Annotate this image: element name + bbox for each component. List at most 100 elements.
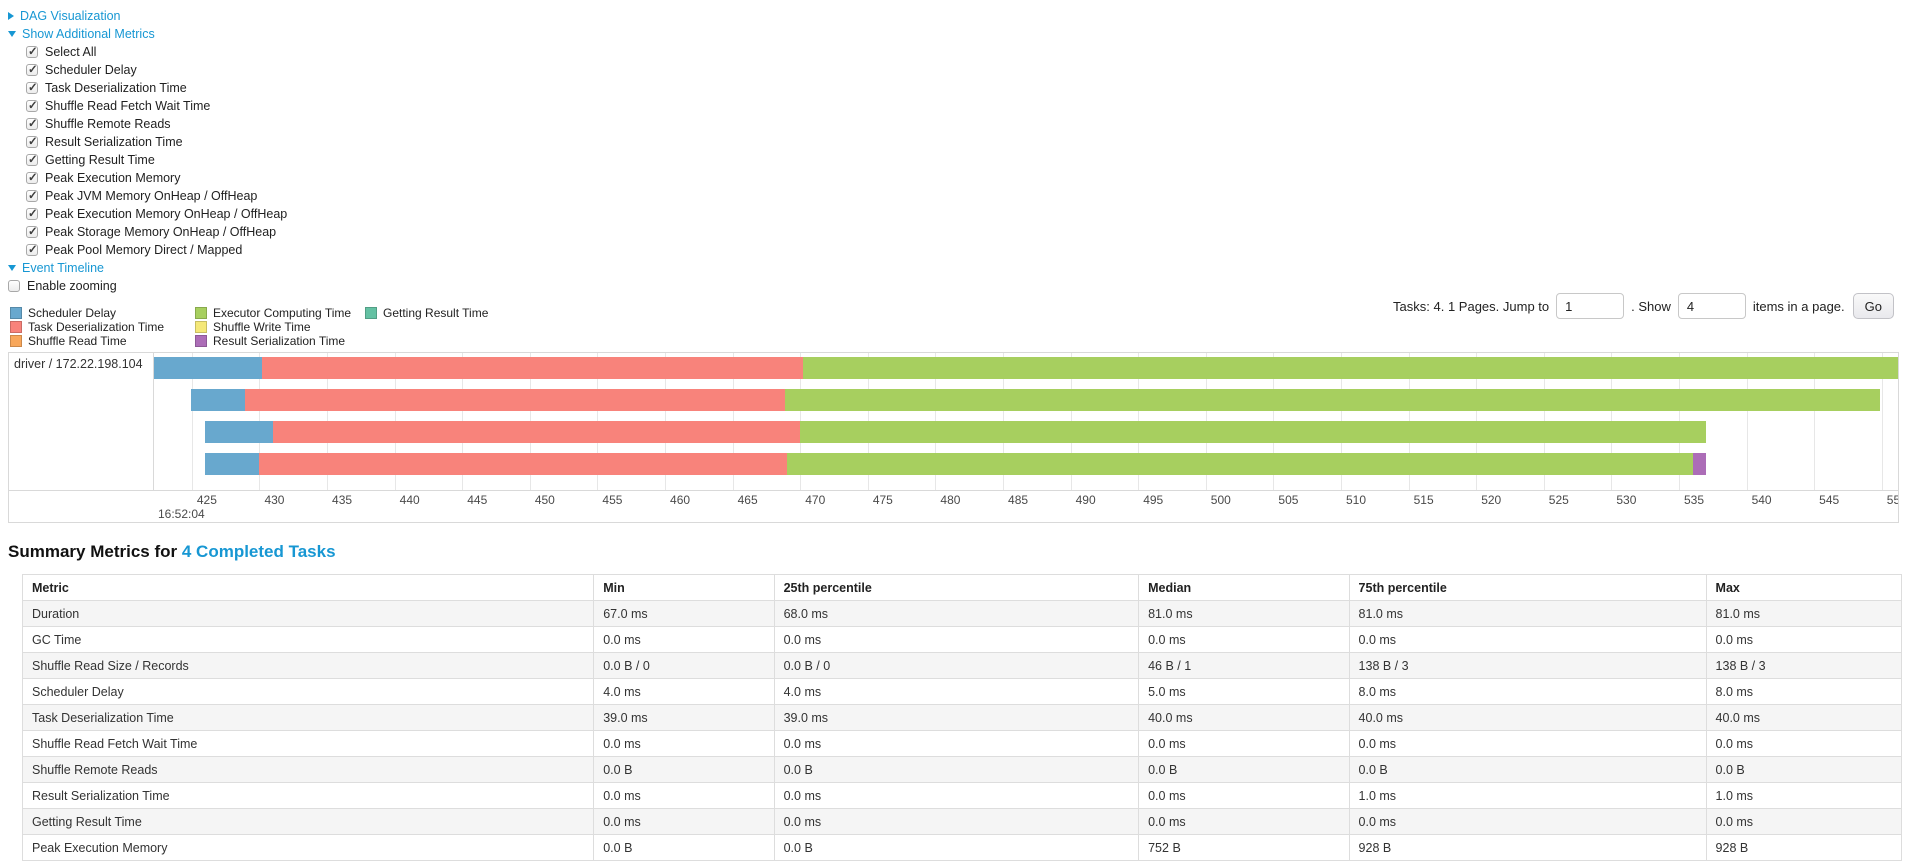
task-bar-segment-task-deserialization[interactable] [244, 389, 786, 411]
event-timeline-toggle[interactable]: Event Timeline [8, 259, 287, 277]
stage-controls: DAG Visualization Show Additional Metric… [8, 7, 287, 295]
metric-value-cell: 0.0 ms [1348, 808, 1707, 835]
expanded-arrow-icon [8, 265, 16, 271]
legend-swatch [10, 306, 22, 319]
enable-zooming-checkbox[interactable] [8, 280, 20, 292]
metric-value-cell: 0.0 ms [593, 782, 775, 809]
axis-tick-label: 515 [1413, 493, 1434, 507]
task-bar-segment-executor-computing[interactable] [800, 421, 1707, 443]
metric-checkbox-label: Getting Result Time [45, 153, 155, 167]
metric-value-cell: 46 B / 1 [1138, 652, 1350, 679]
metric-checkbox[interactable] [26, 98, 38, 112]
timeline-axis-labels: 425 430 435 440 445 450 455 460 465 470 475 480 485 4… [154, 491, 1898, 522]
metric-checkbox[interactable] [26, 44, 38, 58]
metric-checkbox[interactable] [26, 188, 38, 202]
metric-value-cell: 0.0 ms [1138, 626, 1350, 653]
metric-value-cell: 928 B [1705, 834, 1903, 861]
metric-value-cell: 0.0 B [773, 834, 1140, 861]
task-bar-segment-scheduler-delay[interactable] [205, 421, 273, 443]
metric-value-cell: 0.0 ms [593, 808, 775, 835]
legend-label: Shuffle Write Time [213, 319, 311, 334]
metric-option-result-serialization-time[interactable]: Result Serialization Time [8, 133, 287, 151]
metric-option-peak-storage-memory-onheap-offheap[interactable]: Peak Storage Memory OnHeap / OffHeap [8, 223, 287, 241]
metric-option-scheduler-delay[interactable]: Scheduler Delay [8, 61, 287, 79]
items-per-page-input[interactable] [1677, 293, 1746, 319]
metric-checkbox-label: Result Serialization Time [45, 135, 183, 149]
task-bar-segment-scheduler-delay[interactable] [154, 357, 263, 379]
dag-visualization-toggle[interactable]: DAG Visualization [8, 7, 287, 25]
metric-option-shuffle-remote-reads[interactable]: Shuffle Remote Reads [8, 115, 287, 133]
metric-value-cell: 0.0 B [1705, 756, 1903, 783]
metric-checkbox[interactable] [26, 152, 38, 166]
axis-tick-label: 545 [1819, 493, 1840, 507]
metric-checkbox[interactable] [26, 170, 38, 184]
timeline-plot-area[interactable] [154, 353, 1898, 490]
metric-checkbox[interactable] [26, 134, 38, 148]
metric-checkbox-label: Peak Pool Memory Direct / Mapped [45, 243, 243, 257]
axis-tick-label: 510 [1346, 493, 1367, 507]
task-bar-segment-task-deserialization[interactable] [262, 357, 803, 379]
axis-tick-label: 470 [805, 493, 826, 507]
metric-value-cell: 0.0 ms [1705, 626, 1903, 653]
metric-value-cell: 0.0 ms [773, 626, 1140, 653]
metric-value-cell: 0.0 B [593, 834, 775, 861]
task-bar-segment-scheduler-delay[interactable] [190, 389, 245, 411]
metric-option-peak-execution-memory-onheap-offheap[interactable]: Peak Execution Memory OnHeap / OffHeap [8, 205, 287, 223]
axis-gridline [1881, 353, 1883, 490]
legend-swatch [365, 306, 377, 319]
axis-tick-label: 475 [872, 493, 893, 507]
executor-group-label: driver / 172.22.198.104 [9, 353, 154, 490]
task-bar-segment-scheduler-delay[interactable] [205, 453, 260, 475]
metric-checkbox[interactable] [26, 62, 38, 76]
task-bar-segment-executor-computing[interactable] [786, 453, 1693, 475]
metric-checkbox[interactable] [26, 224, 38, 238]
metric-option-peak-pool-memory-direct-mapped[interactable]: Peak Pool Memory Direct / Mapped [8, 241, 287, 259]
legend-label: Result Serialization Time [213, 333, 346, 348]
metric-name-cell: Shuffle Read Size / Records [21, 652, 595, 679]
task-bar-segment-task-deserialization[interactable] [259, 453, 787, 475]
column-header-75th-percentile: 75th percentile [1348, 574, 1707, 601]
enable-zooming-option[interactable]: Enable zooming [8, 277, 287, 295]
task-bar-segment-executor-computing[interactable] [785, 389, 1881, 411]
metric-checkbox[interactable] [26, 242, 38, 256]
metric-name-cell: Shuffle Remote Reads [21, 756, 595, 783]
timeline-axis: 425 430 435 440 445 450 455 460 465 470 475 480 485 4… [9, 490, 1898, 522]
metric-value-cell: 81.0 ms [1705, 600, 1903, 627]
task-bar-segment-executor-computing[interactable] [802, 357, 1898, 379]
metric-option-task-deserialization-time[interactable]: Task Deserialization Time [8, 79, 287, 97]
task-bar-segment-task-deserialization[interactable] [272, 421, 801, 443]
axis-tick-label: 460 [670, 493, 691, 507]
metric-value-cell: 138 B / 3 [1705, 652, 1903, 679]
table-row: Scheduler Delay 4.0 ms 4.0 ms 5.0 ms 8.0 ms 8… [21, 678, 1903, 705]
table-row: Task Deserialization Time 39.0 ms 39.0 ms 4… [21, 704, 1903, 731]
completed-tasks-link[interactable]: 4 Completed Tasks [181, 542, 336, 561]
jump-to-page-input[interactable] [1556, 293, 1625, 319]
metric-value-cell: 0.0 B / 0 [593, 652, 775, 679]
metric-option-getting-result-time[interactable]: Getting Result Time [8, 151, 287, 169]
pagination-prefix-text: Tasks: 4. 1 Pages. Jump to [1393, 298, 1550, 314]
task-bar-segment-result-serialization[interactable] [1692, 453, 1707, 475]
metric-checkbox-label: Peak Execution Memory [45, 171, 181, 185]
axis-tick-label: 540 [1751, 493, 1772, 507]
metric-checkbox[interactable] [26, 80, 38, 94]
metric-name-cell: Scheduler Delay [21, 678, 595, 705]
table-row: Getting Result Time 0.0 ms 0.0 ms 0.0 ms 0.0… [21, 808, 1903, 835]
go-button[interactable]: Go [1852, 293, 1894, 319]
metric-option-peak-execution-memory[interactable]: Peak Execution Memory [8, 169, 287, 187]
table-row: Result Serialization Time 0.0 ms 0.0 ms 0.0… [21, 782, 1903, 809]
metric-checkbox[interactable] [26, 206, 38, 220]
metric-value-cell: 8.0 ms [1705, 678, 1903, 705]
metric-option-peak-jvm-memory-onheap-offheap[interactable]: Peak JVM Memory OnHeap / OffHeap [8, 187, 287, 205]
metric-option-select-all[interactable]: Select All [8, 43, 287, 61]
metric-value-cell: 0.0 ms [593, 730, 775, 757]
legend-item-scheduler-delay: Scheduler Delay [10, 306, 116, 320]
axis-gridline [191, 353, 193, 490]
show-additional-metrics-toggle[interactable]: Show Additional Metrics [8, 25, 287, 43]
metric-checkbox-label: Task Deserialization Time [45, 81, 187, 95]
metric-checkbox[interactable] [26, 116, 38, 130]
metric-option-shuffle-read-fetch-wait-time[interactable]: Shuffle Read Fetch Wait Time [8, 97, 287, 115]
axis-tick-label: 455 [602, 493, 623, 507]
legend-label: Shuffle Read Time [28, 333, 127, 348]
metric-value-cell: 0.0 ms [1705, 808, 1903, 835]
event-timeline-label: Event Timeline [22, 261, 104, 275]
